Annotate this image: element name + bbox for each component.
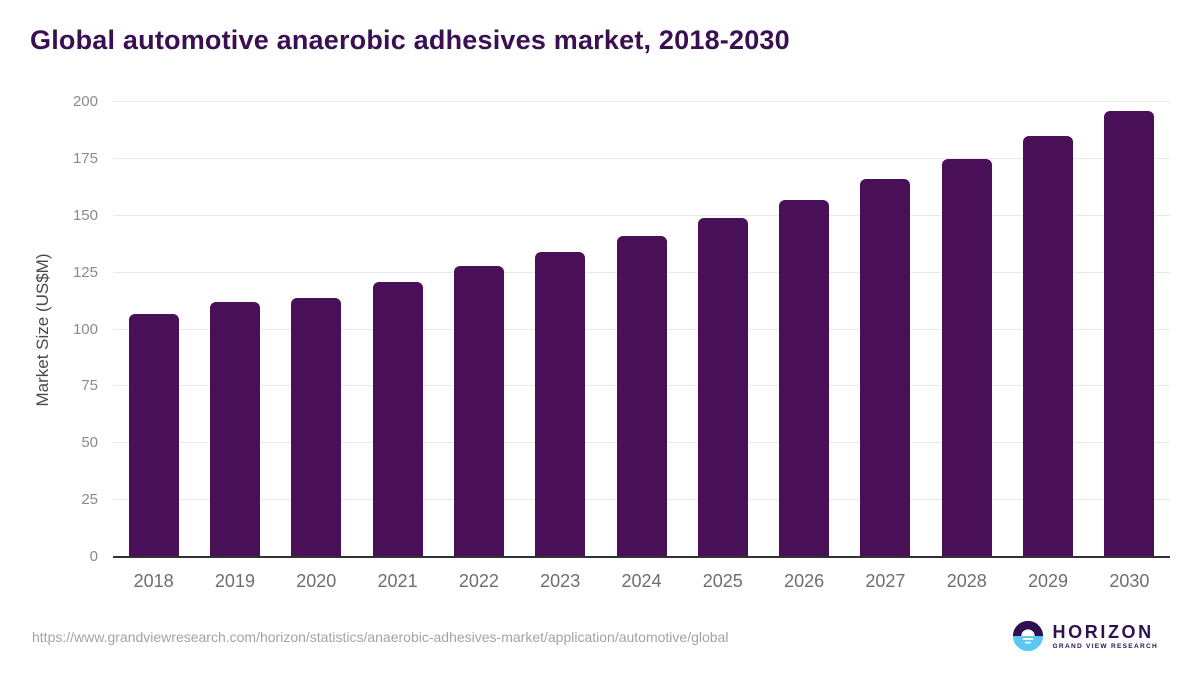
y-axis-tick-label-175: 175 bbox=[72, 149, 98, 167]
x-axis-tick-label-2030: 2030 bbox=[1109, 571, 1150, 591]
y-axis-tick-label-200: 200 bbox=[72, 93, 98, 110]
x-axis-line bbox=[113, 556, 1170, 558]
x-axis-tick-label-2027: 2027 bbox=[865, 571, 906, 591]
horizon-logo-text: HORIZON GRAND VIEW RESEARCH bbox=[1053, 623, 1158, 650]
bar-2024 bbox=[616, 236, 667, 557]
bar-2028 bbox=[941, 158, 992, 557]
horizon-sunrise-icon bbox=[1012, 620, 1043, 652]
y-axis-tick-label-100: 100 bbox=[72, 320, 98, 338]
plot-area bbox=[113, 101, 1170, 557]
bar-2027 bbox=[860, 179, 911, 557]
x-axis-tick-label-2023: 2023 bbox=[540, 571, 581, 591]
x-axis-tick-label-2026: 2026 bbox=[784, 571, 825, 591]
horizon-logo: HORIZON GRAND VIEW RESEARCH bbox=[1012, 620, 1158, 652]
bar-2022 bbox=[453, 265, 504, 557]
bar-2030 bbox=[1104, 111, 1155, 557]
x-axis-tick-label-2028: 2028 bbox=[946, 571, 987, 591]
y-axis-tick-label-50: 50 bbox=[81, 434, 98, 452]
source-url: https://www.grandviewresearch.com/horizo… bbox=[32, 629, 729, 645]
bar-2020 bbox=[291, 297, 342, 557]
bar-2029 bbox=[1023, 136, 1074, 557]
bar-2018 bbox=[128, 313, 179, 557]
y-axis-tick-label-75: 75 bbox=[81, 377, 98, 395]
x-axis-tick-label-2019: 2019 bbox=[214, 571, 255, 591]
bar-2026 bbox=[779, 199, 830, 557]
horizon-logo-name: HORIZON bbox=[1052, 621, 1154, 642]
y-axis-tick-label-150: 150 bbox=[72, 206, 98, 224]
x-axis-tick-label-2021: 2021 bbox=[377, 571, 418, 591]
x-axis-tick-label-2020: 2020 bbox=[296, 571, 337, 591]
bar-2023 bbox=[535, 252, 586, 557]
horizon-logo-subtitle: GRAND VIEW RESEARCH bbox=[1052, 642, 1158, 650]
y-axis-tick-label-125: 125 bbox=[72, 263, 98, 281]
gridline-150 bbox=[113, 214, 1170, 216]
x-axis-tick-label-2029: 2029 bbox=[1028, 571, 1069, 591]
x-axis-tick-label-2024: 2024 bbox=[621, 571, 662, 591]
chart-title: Global automotive anaerobic adhesives ma… bbox=[30, 25, 790, 55]
y-axis-tick-label-0: 0 bbox=[89, 548, 98, 565]
bar-2021 bbox=[372, 281, 423, 557]
bar-2025 bbox=[697, 218, 748, 557]
x-axis-tick-label-2025: 2025 bbox=[702, 571, 743, 591]
x-axis-tick-label-2018: 2018 bbox=[133, 571, 174, 591]
x-axis-tick-label-2022: 2022 bbox=[458, 571, 499, 591]
gridline-175 bbox=[113, 157, 1170, 159]
gridline-200 bbox=[113, 101, 1170, 102]
bar-2019 bbox=[209, 302, 260, 557]
y-axis-tick-label-25: 25 bbox=[81, 491, 98, 509]
